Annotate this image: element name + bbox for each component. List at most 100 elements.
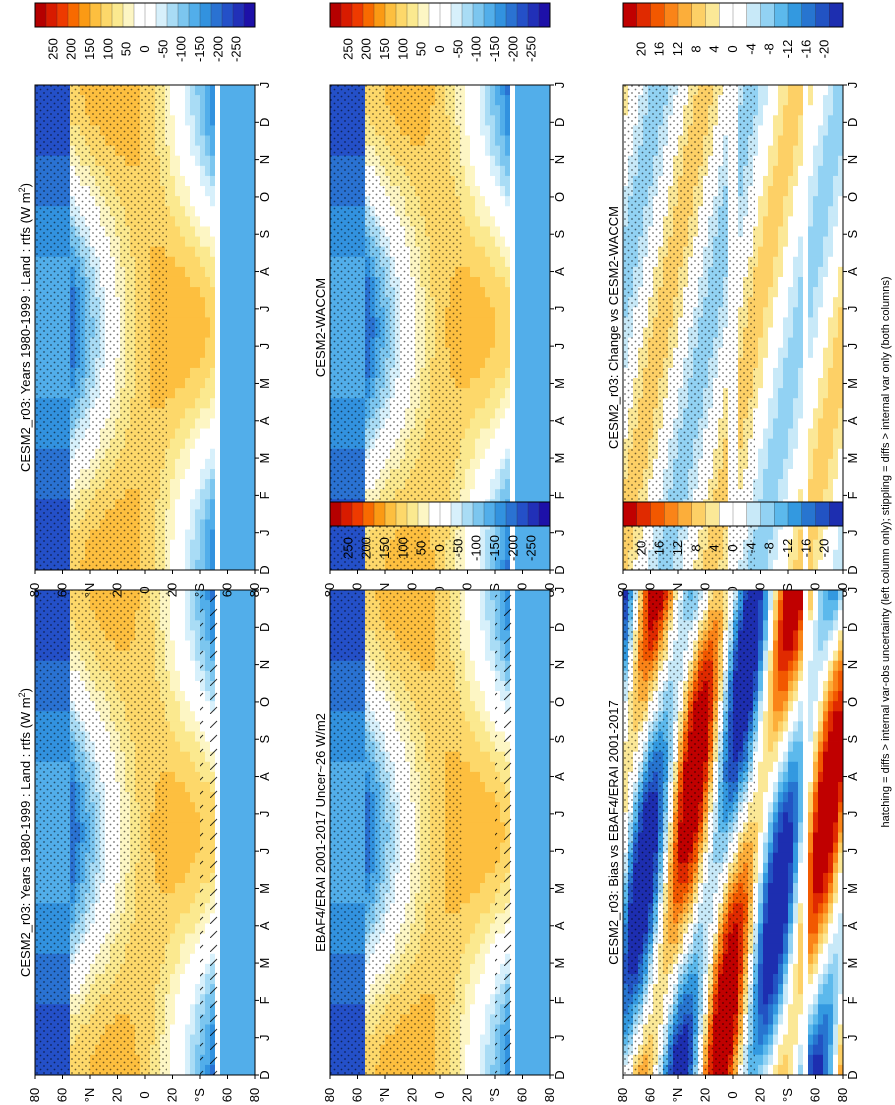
heatmap-cell (220, 418, 226, 429)
heatmap-cell (175, 862, 181, 874)
heatmap-cell (225, 519, 231, 530)
heatmap-cell (170, 812, 176, 823)
heatmap-cell (175, 489, 181, 500)
heatmap-cell (195, 307, 201, 318)
x-tick-label: J (257, 343, 272, 350)
heatmap-cell (240, 357, 246, 369)
heatmap-cell (175, 276, 181, 288)
heatmap-cell (170, 953, 176, 965)
heatmap-cell (220, 357, 226, 369)
heatmap-cell (170, 145, 176, 157)
heatmap-cell (250, 85, 256, 96)
heatmap-cell (225, 226, 231, 237)
heatmap-cell (235, 85, 241, 96)
heatmap-cell (190, 347, 196, 359)
heatmap-cell (245, 287, 251, 298)
heatmap-cell (225, 781, 231, 793)
heatmap-cell (210, 307, 216, 318)
panel-title-sup: 2 (17, 692, 27, 697)
heatmap-cell (175, 994, 181, 1005)
heatmap-cell (175, 155, 181, 167)
heatmap-cell (225, 1004, 231, 1015)
heatmap-cell (170, 1054, 176, 1066)
heatmap-cell (175, 933, 181, 945)
heatmap-cell (165, 509, 171, 520)
heatmap-cell (185, 913, 191, 924)
heatmap-cell (215, 529, 221, 541)
heatmap-cell (210, 256, 216, 268)
heatmap-cell (225, 327, 231, 338)
heatmap-cell (170, 539, 176, 551)
heatmap-cell (195, 499, 201, 510)
heatmap-cell (235, 378, 241, 389)
heatmap-cell (195, 448, 201, 460)
heatmap-cell (195, 519, 201, 530)
heatmap-cell (190, 862, 196, 874)
heatmap-cell (190, 266, 196, 278)
x-tick-label: M (257, 883, 272, 894)
heatmap-cell (225, 731, 231, 742)
heatmap-cell (200, 287, 206, 298)
heatmap-cell (185, 165, 191, 177)
heatmap-cell (165, 984, 171, 995)
heatmap-cell (230, 307, 236, 318)
heatmap-cell (225, 590, 231, 601)
heatmap-cell (165, 781, 171, 793)
heatmap-cell (200, 135, 206, 147)
heatmap-cell (245, 640, 251, 652)
heatmap-cell (220, 246, 226, 258)
heatmap-cell (180, 549, 186, 561)
heatmap-cell (175, 711, 181, 722)
heatmap-cell (190, 1004, 196, 1015)
heatmap-cell (245, 1014, 251, 1025)
heatmap-cell (215, 468, 221, 480)
heatmap-cell (245, 539, 251, 551)
heatmap-cell (200, 85, 206, 96)
heatmap-cell (165, 549, 171, 561)
heatmap-cell (190, 398, 196, 409)
heatmap-cell (245, 549, 251, 561)
heatmap-cell (205, 175, 211, 187)
heatmap-cell (240, 519, 246, 530)
heatmap-cell (235, 953, 241, 965)
heatmap-cell (195, 640, 201, 652)
heatmap-cell (235, 529, 241, 541)
heatmap-cell (185, 428, 191, 440)
heatmap-cell (235, 842, 241, 854)
heatmap-cell (200, 206, 206, 217)
heatmap-cell (250, 994, 256, 1005)
heatmap-cell (195, 883, 201, 894)
heatmap-cell (185, 842, 191, 854)
heatmap-cell (225, 428, 231, 440)
heatmap-cell (225, 125, 231, 136)
heatmap-cell (195, 660, 201, 672)
heatmap-cell (170, 973, 176, 985)
y-tick-label: 20 (165, 583, 180, 597)
heatmap-cell (190, 852, 196, 864)
heatmap-cell (225, 640, 231, 652)
heatmap-cell (230, 105, 236, 116)
heatmap-cell (220, 276, 226, 288)
colorbar-swatch (56, 2, 69, 28)
heatmap-cell (165, 256, 171, 268)
heatmap-cell (210, 327, 216, 338)
heatmap-cell (190, 378, 196, 389)
heatmap-cell (180, 771, 186, 783)
heatmap-cell (250, 196, 256, 207)
heatmap-cell (250, 337, 256, 349)
heatmap-cell (245, 509, 251, 520)
heatmap-cell (245, 95, 251, 106)
heatmap-cell (235, 1064, 241, 1076)
heatmap-cell (200, 448, 206, 460)
heatmap-cell (175, 903, 181, 914)
heatmap-cell (245, 186, 251, 197)
heatmap-cell (235, 125, 241, 136)
heatmap-cell (245, 1034, 251, 1046)
heatmap-cell (195, 792, 201, 803)
heatmap-cell (195, 832, 201, 843)
heatmap-cell (195, 418, 201, 429)
heatmap-cell (210, 276, 216, 288)
heatmap-cell (220, 1004, 226, 1015)
heatmap-cell (220, 812, 226, 823)
heatmap-cell (245, 479, 251, 490)
